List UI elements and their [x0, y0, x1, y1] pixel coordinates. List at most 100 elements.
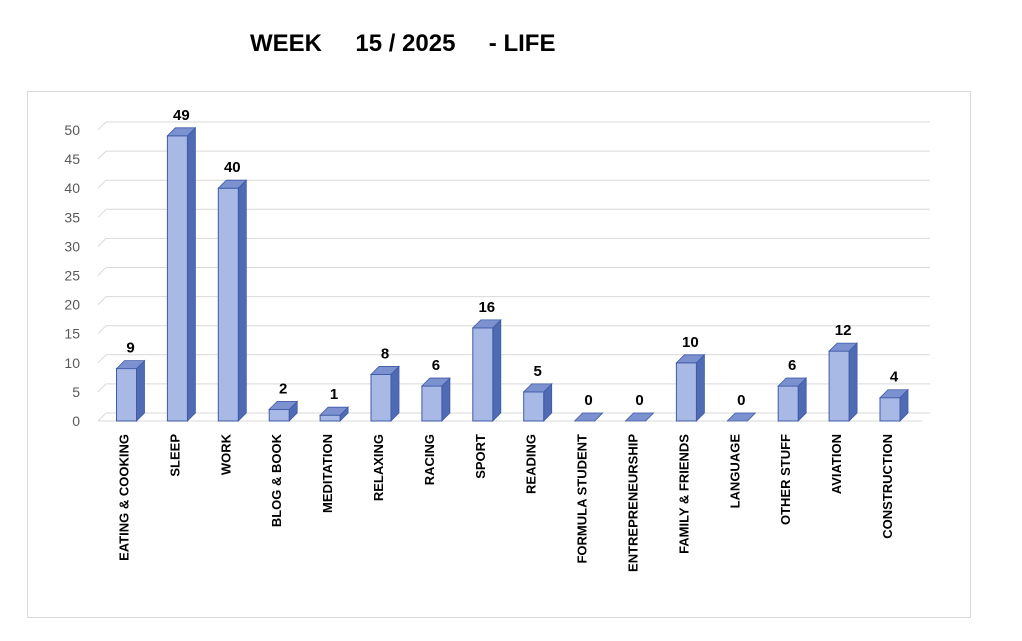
gridline-slant: [97, 150, 107, 160]
bar-front: [370, 373, 392, 422]
bar: [573, 412, 604, 422]
data-label: 49: [173, 107, 190, 124]
y-tick-label: 0: [72, 413, 80, 429]
bar-top: [828, 342, 859, 352]
bar-front: [777, 385, 799, 422]
y-tick-label: 30: [64, 238, 80, 254]
gridline-slant: [97, 325, 107, 335]
bar-side: [237, 179, 247, 422]
bar-top: [726, 412, 757, 422]
data-label: 6: [788, 357, 796, 374]
bar-front: [523, 391, 545, 422]
y-tick-label: 15: [64, 326, 80, 342]
bar-front: [116, 368, 137, 422]
y-tick-label: 40: [64, 180, 80, 196]
bar: [471, 318, 502, 422]
bar-top: [777, 377, 808, 387]
y-tick-label: 25: [64, 268, 80, 284]
category-label: FAMILY & FRIENDS: [676, 434, 691, 554]
data-label: 2: [279, 380, 287, 397]
gridline-slant: [97, 179, 107, 189]
bar-top: [675, 354, 706, 364]
bar-side: [492, 318, 502, 422]
bar-top: [115, 360, 146, 370]
bar: [828, 342, 859, 422]
data-label: 0: [635, 392, 643, 409]
category-label: MEDITATION: [320, 434, 335, 513]
bar: [319, 406, 350, 422]
category-label: READING: [524, 434, 539, 494]
bar: [166, 126, 197, 422]
y-tick-label: 45: [64, 151, 80, 167]
bar: [675, 353, 706, 422]
category-label: EATING & COOKING: [117, 434, 132, 561]
bar: [115, 359, 146, 422]
bar: [522, 382, 553, 422]
category-label: ENTREPRENEURSHIP: [626, 434, 641, 572]
data-label: 1: [330, 386, 338, 403]
category-label: RACING: [422, 434, 437, 485]
title-year: / 2025: [388, 30, 456, 57]
bar-top: [573, 412, 604, 422]
bar-front: [472, 327, 494, 422]
bar-side: [696, 353, 705, 422]
bar-front: [217, 187, 239, 422]
bar-front: [166, 135, 188, 422]
category-label: LANGUAGE: [727, 434, 742, 509]
bar-top: [522, 383, 553, 393]
y-tick-label: 20: [64, 297, 80, 313]
bar-top: [879, 389, 909, 399]
bar: [268, 400, 299, 422]
bar-front: [675, 362, 697, 422]
title-week: WEEK: [250, 30, 322, 57]
bar: [370, 365, 400, 422]
chart-title: WEEK 15 / 2025 - LIFE: [250, 30, 555, 58]
data-label: 4: [890, 369, 899, 386]
gridline-slant: [97, 267, 107, 276]
category-label: SPORT: [473, 434, 488, 479]
title-week-number: 15: [355, 30, 383, 57]
bar: [726, 412, 757, 422]
category-label: FORMULA STUDENT: [575, 434, 590, 564]
bar-side: [848, 342, 858, 422]
bar-top: [471, 319, 502, 329]
data-label: 6: [432, 357, 440, 374]
bar-top: [370, 366, 400, 375]
category-label: SLEEP: [167, 434, 182, 477]
data-label: 9: [126, 340, 134, 357]
category-label: AVIATION: [829, 434, 844, 494]
bar-side: [390, 365, 400, 422]
gridline-slant: [97, 296, 107, 305]
gridline-slant: [97, 354, 107, 364]
bar-top: [319, 406, 350, 416]
category-label: OTHER STUFF: [778, 434, 793, 525]
bar-front: [879, 397, 901, 422]
category-label: WORK: [218, 433, 233, 475]
bar: [624, 412, 655, 422]
data-label: 0: [737, 392, 745, 409]
gridline-slant: [97, 412, 107, 422]
bar-top: [217, 179, 248, 189]
category-label: RELAXING: [371, 434, 386, 501]
data-label: 10: [682, 334, 699, 351]
data-label: 0: [584, 392, 592, 409]
bar-top: [624, 412, 655, 422]
bar: [217, 179, 248, 422]
chart-frame: [27, 91, 971, 618]
bar-top: [166, 127, 197, 137]
gridline-slant: [97, 383, 107, 393]
y-tick-label: 5: [72, 384, 80, 400]
y-tick-label: 50: [64, 122, 80, 138]
data-label: 16: [478, 299, 495, 316]
gridline-slant: [97, 208, 107, 218]
bar-top: [268, 400, 299, 410]
gridline-slant: [97, 238, 107, 247]
gridline-slant: [97, 121, 107, 131]
bar-side: [136, 359, 145, 422]
title-subject: - LIFE: [488, 30, 556, 57]
category-label: BLOG & BOOK: [269, 433, 284, 527]
bar: [879, 388, 909, 422]
data-label: 40: [224, 159, 241, 176]
bar-front: [319, 414, 341, 422]
